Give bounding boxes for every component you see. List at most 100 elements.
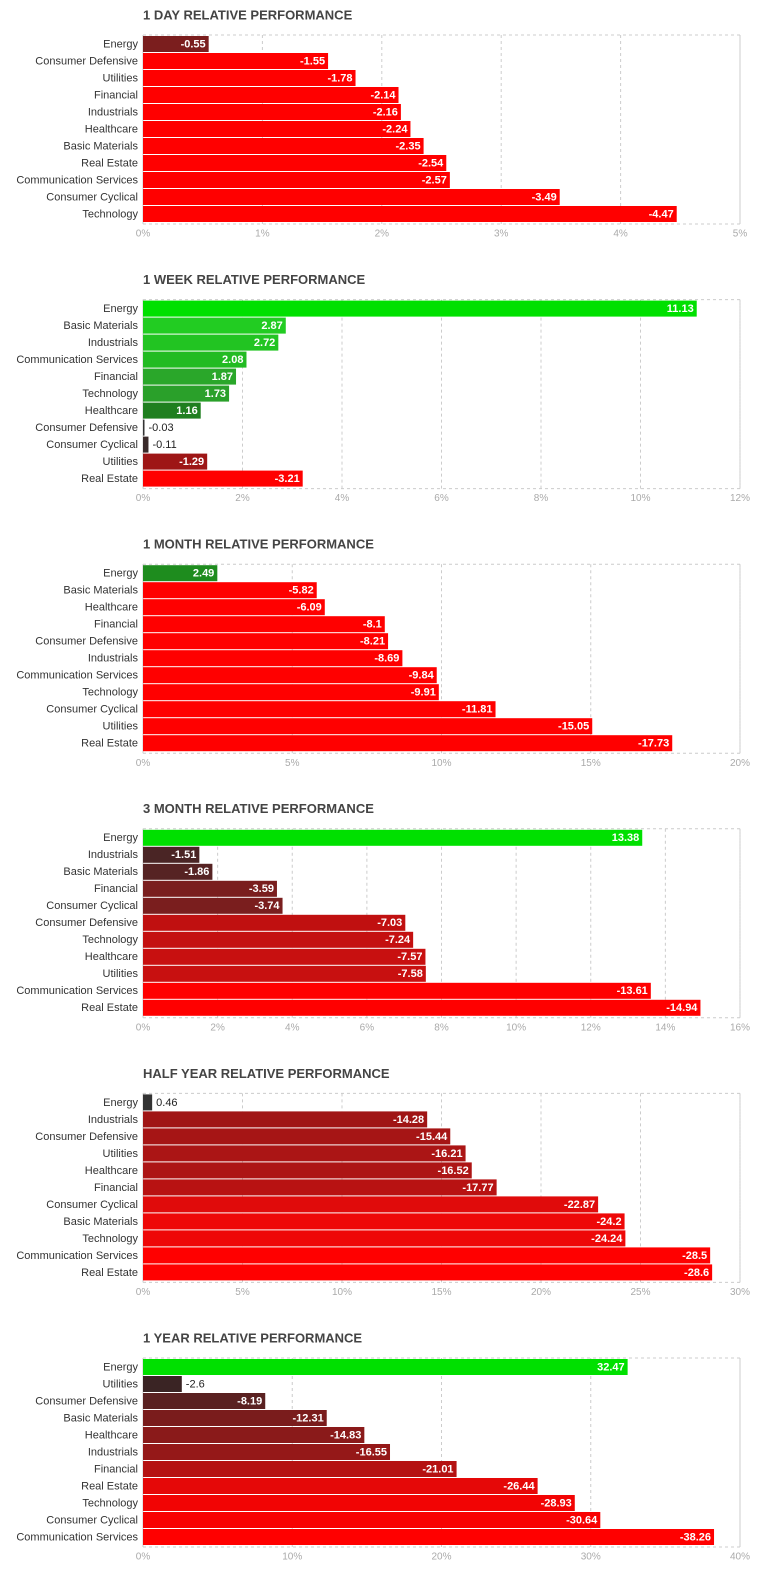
panel-title: HALF YEAR RELATIVE PERFORMANCE bbox=[143, 1066, 390, 1081]
category-label: Energy bbox=[103, 1361, 138, 1373]
value-label: 11.13 bbox=[667, 303, 694, 315]
category-label: Utilities bbox=[103, 1148, 139, 1160]
category-label: Communication Services bbox=[16, 1250, 138, 1262]
value-label: -7.58 bbox=[398, 968, 423, 980]
bar bbox=[143, 385, 230, 402]
bar bbox=[143, 701, 496, 718]
value-label: -4.47 bbox=[649, 208, 674, 220]
bar bbox=[143, 1427, 365, 1443]
value-label: -1.86 bbox=[184, 866, 209, 878]
x-tick-label: 10% bbox=[431, 758, 451, 769]
value-label: -0.55 bbox=[181, 38, 206, 50]
category-label: Financial bbox=[94, 883, 138, 895]
category-label: Basic Materials bbox=[63, 585, 138, 597]
value-label: -30.64 bbox=[566, 1514, 598, 1526]
x-tick-label: 30% bbox=[581, 1552, 601, 1563]
bar bbox=[143, 829, 643, 846]
category-label: Real Estate bbox=[81, 1480, 138, 1492]
bar bbox=[143, 1230, 626, 1247]
category-label: Consumer Defensive bbox=[35, 1131, 138, 1143]
value-label: -9.84 bbox=[409, 670, 435, 682]
bar bbox=[143, 914, 406, 931]
bar bbox=[143, 1247, 711, 1264]
bar bbox=[143, 1495, 575, 1511]
bar bbox=[143, 334, 279, 351]
bar bbox=[143, 1444, 391, 1460]
category-label: Communication Services bbox=[16, 354, 138, 366]
x-tick-label: 8% bbox=[434, 1022, 449, 1033]
panel: 1 MONTH RELATIVE PERFORMANCE 0% 5% 10% 15% 20… bbox=[16, 537, 750, 769]
value-label: -1.78 bbox=[327, 72, 352, 84]
bar bbox=[143, 436, 149, 453]
category-label: Industrials bbox=[88, 653, 139, 665]
bar bbox=[143, 1410, 327, 1426]
panel: 1 DAY RELATIVE PERFORMANCE 0% 1% 2% 3% 4% 5% En… bbox=[16, 7, 747, 239]
value-label: -8.19 bbox=[237, 1395, 262, 1407]
bar bbox=[143, 982, 651, 999]
bar bbox=[143, 1179, 497, 1196]
x-tick-label: 10% bbox=[630, 493, 650, 504]
value-label: -5.82 bbox=[289, 585, 314, 597]
x-tick-label: 4% bbox=[285, 1022, 300, 1033]
category-label: Consumer Defensive bbox=[35, 55, 138, 67]
bar bbox=[143, 70, 356, 86]
x-tick-label: 4% bbox=[335, 493, 350, 504]
value-label: -12.31 bbox=[293, 1412, 324, 1424]
x-tick-label: 10% bbox=[282, 1552, 302, 1563]
bar bbox=[143, 104, 401, 120]
panel-title: 1 MONTH RELATIVE PERFORMANCE bbox=[143, 537, 374, 552]
category-label: Consumer Defensive bbox=[35, 917, 138, 929]
value-label: -14.83 bbox=[330, 1429, 361, 1441]
category-label: Healthcare bbox=[85, 1165, 138, 1177]
category-label: Healthcare bbox=[85, 1429, 138, 1441]
bar bbox=[143, 1111, 428, 1128]
category-label: Technology bbox=[82, 208, 138, 220]
bar bbox=[143, 1461, 457, 1477]
category-label: Technology bbox=[82, 934, 138, 946]
category-label: Industrials bbox=[88, 1446, 139, 1458]
value-label: -26.44 bbox=[503, 1480, 535, 1492]
bar bbox=[143, 1393, 266, 1409]
x-tick-label: 10% bbox=[332, 1287, 352, 1298]
value-label: -3.49 bbox=[532, 191, 557, 203]
x-tick-label: 10% bbox=[506, 1022, 526, 1033]
bar bbox=[143, 419, 145, 436]
value-label: -17.73 bbox=[638, 738, 669, 750]
category-label: Healthcare bbox=[85, 602, 138, 614]
category-label: Industrials bbox=[88, 106, 139, 118]
panel-title: 1 YEAR RELATIVE PERFORMANCE bbox=[143, 1330, 362, 1345]
value-label: -17.77 bbox=[462, 1182, 493, 1194]
bar bbox=[143, 1145, 466, 1162]
x-tick-label: 40% bbox=[730, 1552, 750, 1563]
value-label: -14.28 bbox=[393, 1114, 424, 1126]
category-label: Industrials bbox=[88, 1114, 139, 1126]
category-label: Energy bbox=[103, 1097, 138, 1109]
bar bbox=[143, 897, 283, 914]
x-tick-label: 5% bbox=[235, 1287, 250, 1298]
category-label: Utilities bbox=[103, 456, 139, 468]
category-label: Healthcare bbox=[85, 951, 138, 963]
bar bbox=[143, 846, 200, 863]
x-tick-label: 5% bbox=[285, 758, 300, 769]
category-label: Consumer Defensive bbox=[35, 422, 138, 434]
bar bbox=[143, 453, 208, 470]
bar bbox=[143, 582, 317, 599]
x-tick-label: 3% bbox=[494, 229, 509, 240]
category-label: Technology bbox=[82, 388, 138, 400]
category-label: Basic Materials bbox=[63, 1412, 138, 1424]
panel-title: 1 DAY RELATIVE PERFORMANCE bbox=[143, 7, 353, 22]
value-label: 13.38 bbox=[612, 832, 640, 844]
bar bbox=[143, 172, 450, 188]
category-label: Industrials bbox=[88, 849, 139, 861]
value-label: 2.72 bbox=[254, 337, 275, 349]
category-label: Energy bbox=[103, 568, 138, 580]
x-tick-label: 30% bbox=[730, 1287, 750, 1298]
category-label: Healthcare bbox=[85, 123, 138, 135]
bar bbox=[143, 1359, 628, 1375]
value-label: -8.21 bbox=[360, 636, 385, 648]
category-label: Real Estate bbox=[81, 1267, 138, 1279]
value-label: -14.94 bbox=[666, 1002, 698, 1014]
bar bbox=[143, 36, 209, 52]
category-label: Energy bbox=[103, 38, 138, 50]
